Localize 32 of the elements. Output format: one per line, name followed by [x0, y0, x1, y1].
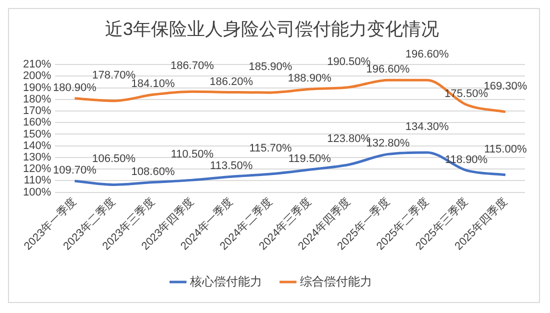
legend-label: 综合偿付能力 — [300, 274, 372, 288]
data-label: 109.70% — [52, 164, 97, 177]
y-tick-label: 100% — [22, 186, 52, 198]
data-label: 108.60% — [131, 166, 175, 178]
y-tick-label: 190% — [22, 82, 52, 94]
data-label: 184.10% — [131, 78, 175, 90]
data-label: 106.50% — [92, 153, 136, 166]
data-label: 186.70% — [170, 60, 214, 72]
data-label: 115.00% — [484, 143, 527, 156]
data-label: 185.90% — [248, 61, 292, 74]
data-label: 110.50% — [170, 148, 214, 161]
chart-title: 近3年保险业人身险公司偿付能力变化情况 — [104, 18, 440, 39]
data-label: 188.90% — [288, 72, 332, 85]
data-label: 113.50% — [210, 160, 253, 172]
y-tick-label: 120% — [22, 163, 52, 176]
y-tick-label: 140% — [22, 140, 52, 152]
y-tick-label: 180% — [22, 93, 52, 106]
data-label: 119.50% — [288, 153, 332, 166]
data-label: 115.70% — [249, 142, 292, 155]
data-label: 196.60% — [366, 64, 410, 76]
y-tick-label: 110% — [24, 174, 52, 187]
data-label: 196.60% — [405, 48, 450, 61]
y-tick-label: 170% — [22, 105, 52, 118]
y-tick-label: 130% — [22, 151, 52, 164]
data-label: 134.30% — [405, 120, 450, 133]
data-label: 186.20% — [210, 76, 254, 88]
y-tick-label: 210% — [22, 58, 52, 71]
y-tick-label: 150% — [22, 128, 52, 140]
y-tick-label: 200% — [22, 70, 52, 82]
data-label: 180.90% — [52, 82, 97, 94]
legend-label: 核心偿付能力 — [189, 274, 262, 288]
y-tick-label: 160% — [22, 116, 52, 129]
